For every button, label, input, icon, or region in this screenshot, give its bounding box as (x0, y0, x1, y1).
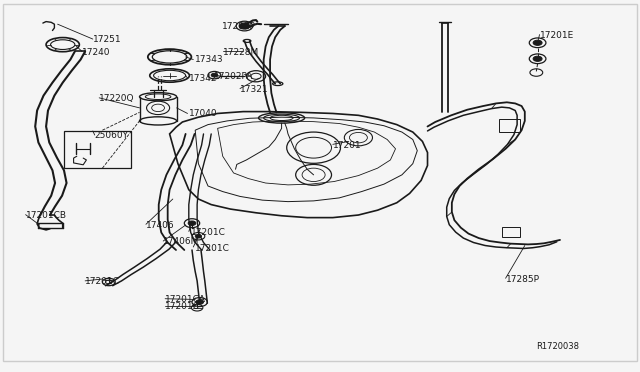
Text: 17201C: 17201C (165, 302, 200, 311)
Circle shape (211, 73, 218, 77)
Text: 17240: 17240 (82, 48, 111, 57)
Text: 17201: 17201 (333, 141, 362, 150)
Text: 17342: 17342 (189, 74, 218, 83)
Text: 17285P: 17285P (506, 275, 540, 283)
Text: 17201C: 17201C (195, 244, 230, 253)
Text: 17202P: 17202P (222, 22, 256, 31)
Circle shape (195, 234, 202, 238)
Text: 17040: 17040 (189, 109, 218, 118)
Circle shape (239, 23, 250, 29)
Text: 17251: 17251 (93, 35, 122, 44)
Text: 17201C: 17201C (191, 228, 225, 237)
Text: R1720038: R1720038 (536, 342, 579, 351)
Text: 17220Q: 17220Q (99, 94, 134, 103)
Text: 17201E: 17201E (540, 31, 574, 40)
Text: 17228M: 17228M (223, 48, 259, 57)
Circle shape (533, 56, 542, 61)
Circle shape (533, 40, 542, 45)
Text: 25060Y: 25060Y (95, 131, 129, 140)
Text: 17406: 17406 (146, 221, 175, 230)
Text: 17201C: 17201C (85, 277, 120, 286)
Circle shape (196, 300, 204, 304)
Text: 17321: 17321 (240, 85, 269, 94)
Circle shape (188, 221, 196, 225)
Text: 17202PA: 17202PA (214, 72, 254, 81)
Text: 17201CA: 17201CA (165, 295, 206, 304)
Text: 17343: 17343 (195, 55, 224, 64)
Text: 17406M: 17406M (163, 237, 200, 246)
Text: 17201CB: 17201CB (26, 211, 67, 220)
